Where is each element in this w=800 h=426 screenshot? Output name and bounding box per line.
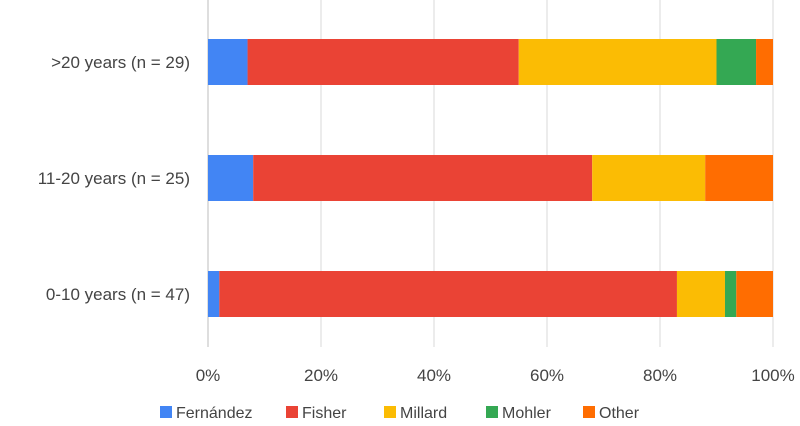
legend-swatch [583,406,595,418]
y-axis-labels: >20 years (n = 29) 11-20 years (n = 25) 0-… [38,53,190,304]
bar-segment-other [736,271,773,317]
bar-segment-millard [676,271,725,317]
bar-segment-other [756,39,773,85]
category-label: >20 years (n = 29) [51,53,190,72]
legend-label: Other [599,405,640,422]
legend-label: Fisher [302,405,347,422]
bar-segment-fisher [253,155,593,201]
category-label: 0-10 years (n = 47) [46,285,190,304]
x-tick-label: 20% [304,366,338,385]
bar-segment-fern-ndez [208,155,254,201]
legend-swatch [286,406,298,418]
legend-label: Mohler [502,405,552,422]
x-tick-label: 60% [530,366,564,385]
bar-segment-mohler [724,271,737,317]
legend-label: Millard [400,405,447,422]
x-tick-label: 80% [643,366,677,385]
x-tick-label: 100% [751,366,794,385]
legend: Fernández Fisher Millard Mohler Other [160,405,640,422]
bar-segment-millard [518,39,717,85]
bars [208,39,773,317]
bar-segment-other [705,155,773,201]
bar-segment-mohler [716,39,757,85]
bar-segment-fisher [247,39,519,85]
bar-segment-fern-ndez [208,271,220,317]
legend-swatch [160,406,172,418]
category-label: 11-20 years (n = 25) [38,169,190,188]
x-tick-label: 0% [196,366,221,385]
bar-segment-fisher [219,271,677,317]
x-axis-tick-labels: 0% 20% 40% 60% 80% 100% [196,366,795,385]
bar-segment-fern-ndez [208,39,248,85]
x-tick-label: 40% [417,366,451,385]
legend-label: Fernández [176,405,253,422]
legend-swatch [384,406,396,418]
legend-swatch [486,406,498,418]
bar-segment-millard [592,155,706,201]
